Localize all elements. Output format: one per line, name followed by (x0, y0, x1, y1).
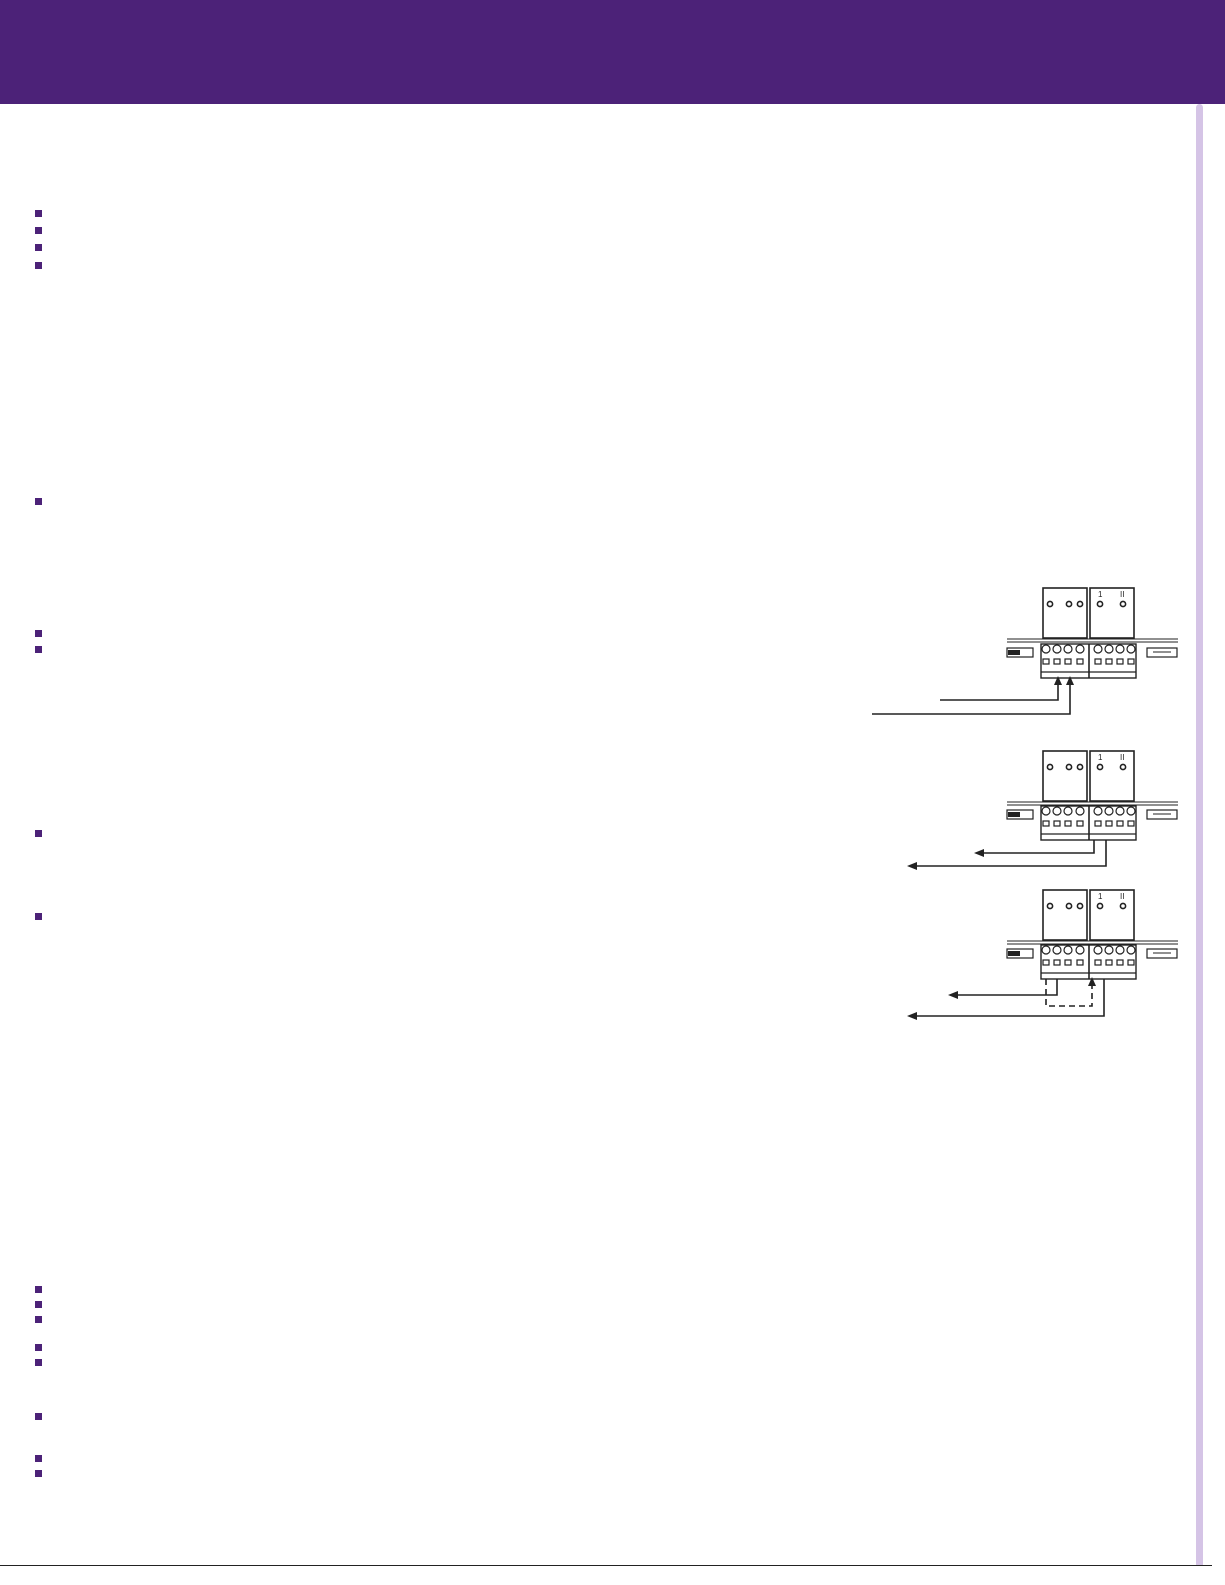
page-header-band (0, 0, 1225, 104)
relay-label-2: II (1120, 590, 1124, 599)
relay-label-1: 1 (1098, 590, 1103, 599)
side-accent-rule (1196, 104, 1203, 1565)
footer-rule (0, 1565, 1212, 1566)
bullet-marker (35, 1286, 42, 1293)
bullet-marker (35, 498, 42, 505)
wiring-diagram-inputs: 1 II (860, 580, 1190, 720)
bullet-marker (35, 210, 42, 217)
bullet-marker (35, 262, 42, 269)
bullet-marker (35, 1301, 42, 1308)
wiring-diagram-outputs: 1 II (860, 745, 1190, 875)
wiring-diagram-jumper: 1 II (860, 885, 1190, 1025)
bullet-marker (35, 227, 42, 234)
bullet-marker (35, 830, 42, 837)
relay-label-1: 1 (1098, 892, 1103, 901)
bullet-marker (35, 1344, 42, 1351)
bullet-marker (35, 1455, 42, 1462)
relay-label-2: II (1120, 753, 1124, 762)
relay-label-2: II (1120, 892, 1124, 901)
bullet-marker (35, 913, 42, 920)
relay-label-1: 1 (1098, 753, 1103, 762)
bullet-marker (35, 1470, 42, 1477)
bullet-marker (35, 630, 42, 637)
bullet-marker (35, 1413, 42, 1420)
bullet-marker (35, 1359, 42, 1366)
bullet-marker (35, 646, 42, 653)
bullet-marker (35, 1316, 42, 1323)
bullet-marker (35, 244, 42, 251)
